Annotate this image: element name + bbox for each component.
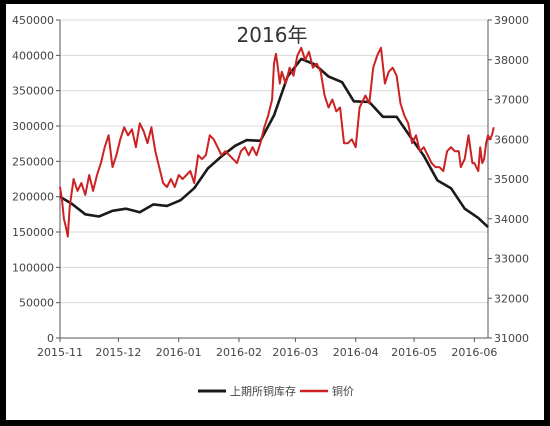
y-right-tick-label: 35000 — [494, 173, 529, 186]
y-left-tick-label: 350000 — [12, 85, 54, 98]
x-tick-label: 2016-02 — [216, 346, 262, 359]
y-left-tick-label: 250000 — [12, 155, 54, 168]
series-line-copper-price — [59, 46, 495, 238]
x-tick-label: 2016-03 — [272, 346, 318, 359]
y-right-tick-label: 39000 — [494, 14, 529, 27]
y-left-tick-label: 100000 — [12, 261, 54, 274]
y-right-tick-label: 34000 — [494, 213, 529, 226]
y-left-tick-label: 400000 — [12, 49, 54, 62]
y-left-tick-label: 200000 — [12, 191, 54, 204]
chart-svg: 0 50000 100000 150000 200000 250000 300000 3500… — [12, 14, 529, 398]
y-left-tick-label: 50000 — [19, 297, 54, 310]
y-left-tick-label: 150000 — [12, 226, 54, 239]
axes — [56, 19, 492, 342]
y-right-tick-label: 36000 — [494, 133, 529, 146]
tick-labels: 0 50000 100000 150000 200000 250000 300000 3500… — [12, 14, 529, 359]
y-left-tick-label: 0 — [47, 332, 54, 345]
x-tick-label: 2016-04 — [333, 346, 379, 359]
legend-label: 铜价 — [332, 384, 354, 398]
y-left-tick-label: 300000 — [12, 120, 54, 133]
x-tick-label: 2015-11 — [37, 346, 83, 359]
y-right-tick-label: 33000 — [494, 253, 529, 266]
y-right-tick-label: 37000 — [494, 94, 529, 107]
x-tick-label: 2016-01 — [156, 346, 202, 359]
chart-title: 2016年 — [237, 23, 308, 47]
y-left-tick-label: 450000 — [12, 14, 54, 27]
series-lines — [59, 46, 495, 238]
x-tick-label: 2016-06 — [451, 346, 497, 359]
gridlines — [60, 19, 488, 304]
y-right-tick-label: 32000 — [494, 292, 529, 305]
x-tick-label: 2016-05 — [391, 346, 437, 359]
chart-frame: 0 50000 100000 150000 200000 250000 300000 3500… — [6, 4, 544, 420]
y-right-tick-label: 38000 — [494, 54, 529, 67]
series-line-inventory — [59, 57, 489, 229]
y-right-tick-label: 31000 — [494, 332, 529, 345]
legend-label: 上期所铜库存 — [230, 384, 296, 398]
legend: 上期所铜库存 铜价 — [198, 384, 354, 398]
x-tick-label: 2015-12 — [95, 346, 141, 359]
